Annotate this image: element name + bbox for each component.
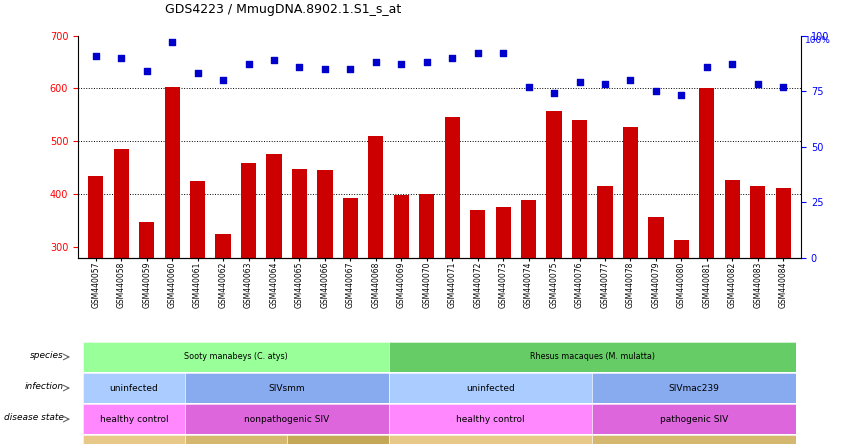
Bar xyxy=(725,180,740,405)
Bar xyxy=(750,186,766,405)
Text: pathogenic SIV: pathogenic SIV xyxy=(660,415,728,424)
Text: uninfected: uninfected xyxy=(110,384,158,392)
Bar xyxy=(649,218,663,405)
Point xyxy=(700,63,714,70)
Text: disease state: disease state xyxy=(4,413,64,422)
Point xyxy=(598,81,612,88)
Text: Rhesus macaques (M. mulatta): Rhesus macaques (M. mulatta) xyxy=(530,353,655,361)
Point xyxy=(369,59,383,66)
Point xyxy=(114,54,128,61)
Bar xyxy=(598,186,612,405)
Bar xyxy=(241,163,256,405)
Point xyxy=(318,65,332,72)
Point xyxy=(624,76,637,83)
Bar xyxy=(368,136,384,405)
Bar xyxy=(444,118,460,405)
Bar xyxy=(292,169,307,405)
Text: species: species xyxy=(30,351,64,360)
Point xyxy=(751,81,765,88)
Point xyxy=(89,52,103,59)
Point xyxy=(191,70,204,77)
Text: healthy control: healthy control xyxy=(456,415,525,424)
Point xyxy=(776,83,790,90)
Point xyxy=(165,39,179,46)
Bar xyxy=(674,240,689,405)
Point xyxy=(293,63,307,70)
Point xyxy=(242,61,255,68)
Point xyxy=(420,59,434,66)
Point xyxy=(267,56,281,63)
Bar xyxy=(572,120,587,405)
Point xyxy=(344,65,358,72)
Bar xyxy=(699,88,714,405)
Bar xyxy=(470,210,485,405)
Point xyxy=(726,61,740,68)
Bar xyxy=(165,87,180,405)
Point xyxy=(471,50,485,57)
Point xyxy=(394,61,408,68)
Bar xyxy=(343,198,358,405)
Point xyxy=(216,76,230,83)
Bar xyxy=(317,170,333,405)
Bar xyxy=(546,111,562,405)
Text: GDS4223 / MmugDNA.8902.1.S1_s_at: GDS4223 / MmugDNA.8902.1.S1_s_at xyxy=(165,3,401,16)
Bar xyxy=(216,234,230,405)
Bar xyxy=(623,127,638,405)
Text: Sooty manabeys (C. atys): Sooty manabeys (C. atys) xyxy=(184,353,288,361)
Point xyxy=(572,79,586,86)
Bar xyxy=(113,149,129,405)
Text: nonpathogenic SIV: nonpathogenic SIV xyxy=(244,415,329,424)
Bar xyxy=(394,195,409,405)
Point xyxy=(496,50,510,57)
Text: SIVmac239: SIVmac239 xyxy=(669,384,720,392)
Bar xyxy=(521,200,536,405)
Bar xyxy=(495,207,511,405)
Text: uninfected: uninfected xyxy=(466,384,514,392)
Bar xyxy=(419,194,435,405)
Text: infection: infection xyxy=(25,382,64,391)
Point xyxy=(139,67,153,75)
Bar xyxy=(190,181,205,405)
Text: 100%: 100% xyxy=(805,36,831,44)
Bar xyxy=(88,175,103,405)
Text: SIVsmm: SIVsmm xyxy=(268,384,305,392)
Bar xyxy=(776,188,791,405)
Point xyxy=(521,83,535,90)
Point xyxy=(547,90,561,97)
Text: healthy control: healthy control xyxy=(100,415,168,424)
Bar xyxy=(267,155,281,405)
Point xyxy=(675,92,688,99)
Bar xyxy=(139,222,154,405)
Point xyxy=(649,87,662,95)
Point xyxy=(445,54,459,61)
